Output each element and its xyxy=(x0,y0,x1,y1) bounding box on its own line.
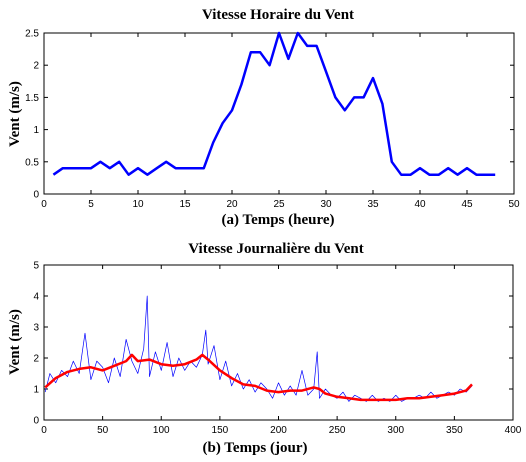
plot-area xyxy=(43,32,515,195)
x-tick-label: 25 xyxy=(273,199,285,210)
x-axis-label: (b) Temps (jour) xyxy=(202,440,307,456)
x-tick-label: 200 xyxy=(270,425,287,436)
y-axis: 0 0.5 1 1.5 2 2.5 xyxy=(25,29,514,201)
x-tick-label: 40 xyxy=(414,199,426,210)
chart-title: Vitesse Horaire du Vent xyxy=(202,7,354,23)
x-tick-label: 300 xyxy=(387,425,404,436)
x-axis-label: (a) Temps (heure) xyxy=(221,212,334,228)
series-line-1 xyxy=(44,295,473,402)
x-axis: 0 5 10 15 20 25 30 35 40 45 50 xyxy=(41,33,520,210)
y-axis-label: Vent (m/s) xyxy=(7,81,23,147)
x-tick-label: 15 xyxy=(179,199,191,210)
y-tick-label: 0 xyxy=(33,416,39,427)
y-axis-label: Vent (m/s) xyxy=(7,309,23,375)
y-tick-label: 2.5 xyxy=(25,29,39,40)
series-line-1 xyxy=(52,31,496,176)
x-tick-label: 350 xyxy=(446,425,463,436)
plot-area xyxy=(43,264,514,421)
y-axis: 0 1 2 3 4 5 xyxy=(33,261,513,427)
y-tick-label: 1 xyxy=(33,125,39,136)
y-tick-label: 1.5 xyxy=(25,93,39,104)
x-tick-label: 50 xyxy=(97,425,109,436)
x-tick-label: 5 xyxy=(88,199,94,210)
x-tick-label: 250 xyxy=(329,425,346,436)
x-tick-label: 0 xyxy=(41,199,47,210)
x-tick-label: 50 xyxy=(508,199,520,210)
x-tick-label: 400 xyxy=(505,425,522,436)
x-tick-label: 100 xyxy=(153,425,170,436)
y-tick-label: 5 xyxy=(33,261,39,272)
series-line-2 xyxy=(44,353,473,402)
y-tick-label: 1 xyxy=(33,385,39,396)
y-tick-label: 0.5 xyxy=(25,157,39,168)
x-tick-label: 0 xyxy=(41,425,47,436)
daily-wind-chart: Vitesse Journalière du Vent 0 50 100 150 200… xyxy=(7,241,522,456)
x-tick-label: 10 xyxy=(132,199,144,210)
x-tick-label: 20 xyxy=(226,199,238,210)
y-tick-label: 4 xyxy=(33,292,39,303)
y-tick-label: 2 xyxy=(33,61,39,72)
x-tick-label: 35 xyxy=(367,199,379,210)
x-tick-label: 30 xyxy=(320,199,332,210)
y-tick-label: 2 xyxy=(33,354,39,365)
series-group xyxy=(44,295,473,402)
x-tick-label: 45 xyxy=(461,199,473,210)
y-tick-label: 0 xyxy=(33,190,39,201)
chart-title: Vitesse Journalière du Vent xyxy=(188,241,363,257)
y-tick-label: 3 xyxy=(33,323,39,334)
x-axis: 0 50 100 150 200 250 300 350 400 xyxy=(41,265,522,436)
x-tick-label: 150 xyxy=(212,425,229,436)
series-group xyxy=(52,31,496,176)
hourly-wind-chart: Vitesse Horaire du Vent 0 5 10 15 20 25 30 35 40… xyxy=(7,7,520,228)
